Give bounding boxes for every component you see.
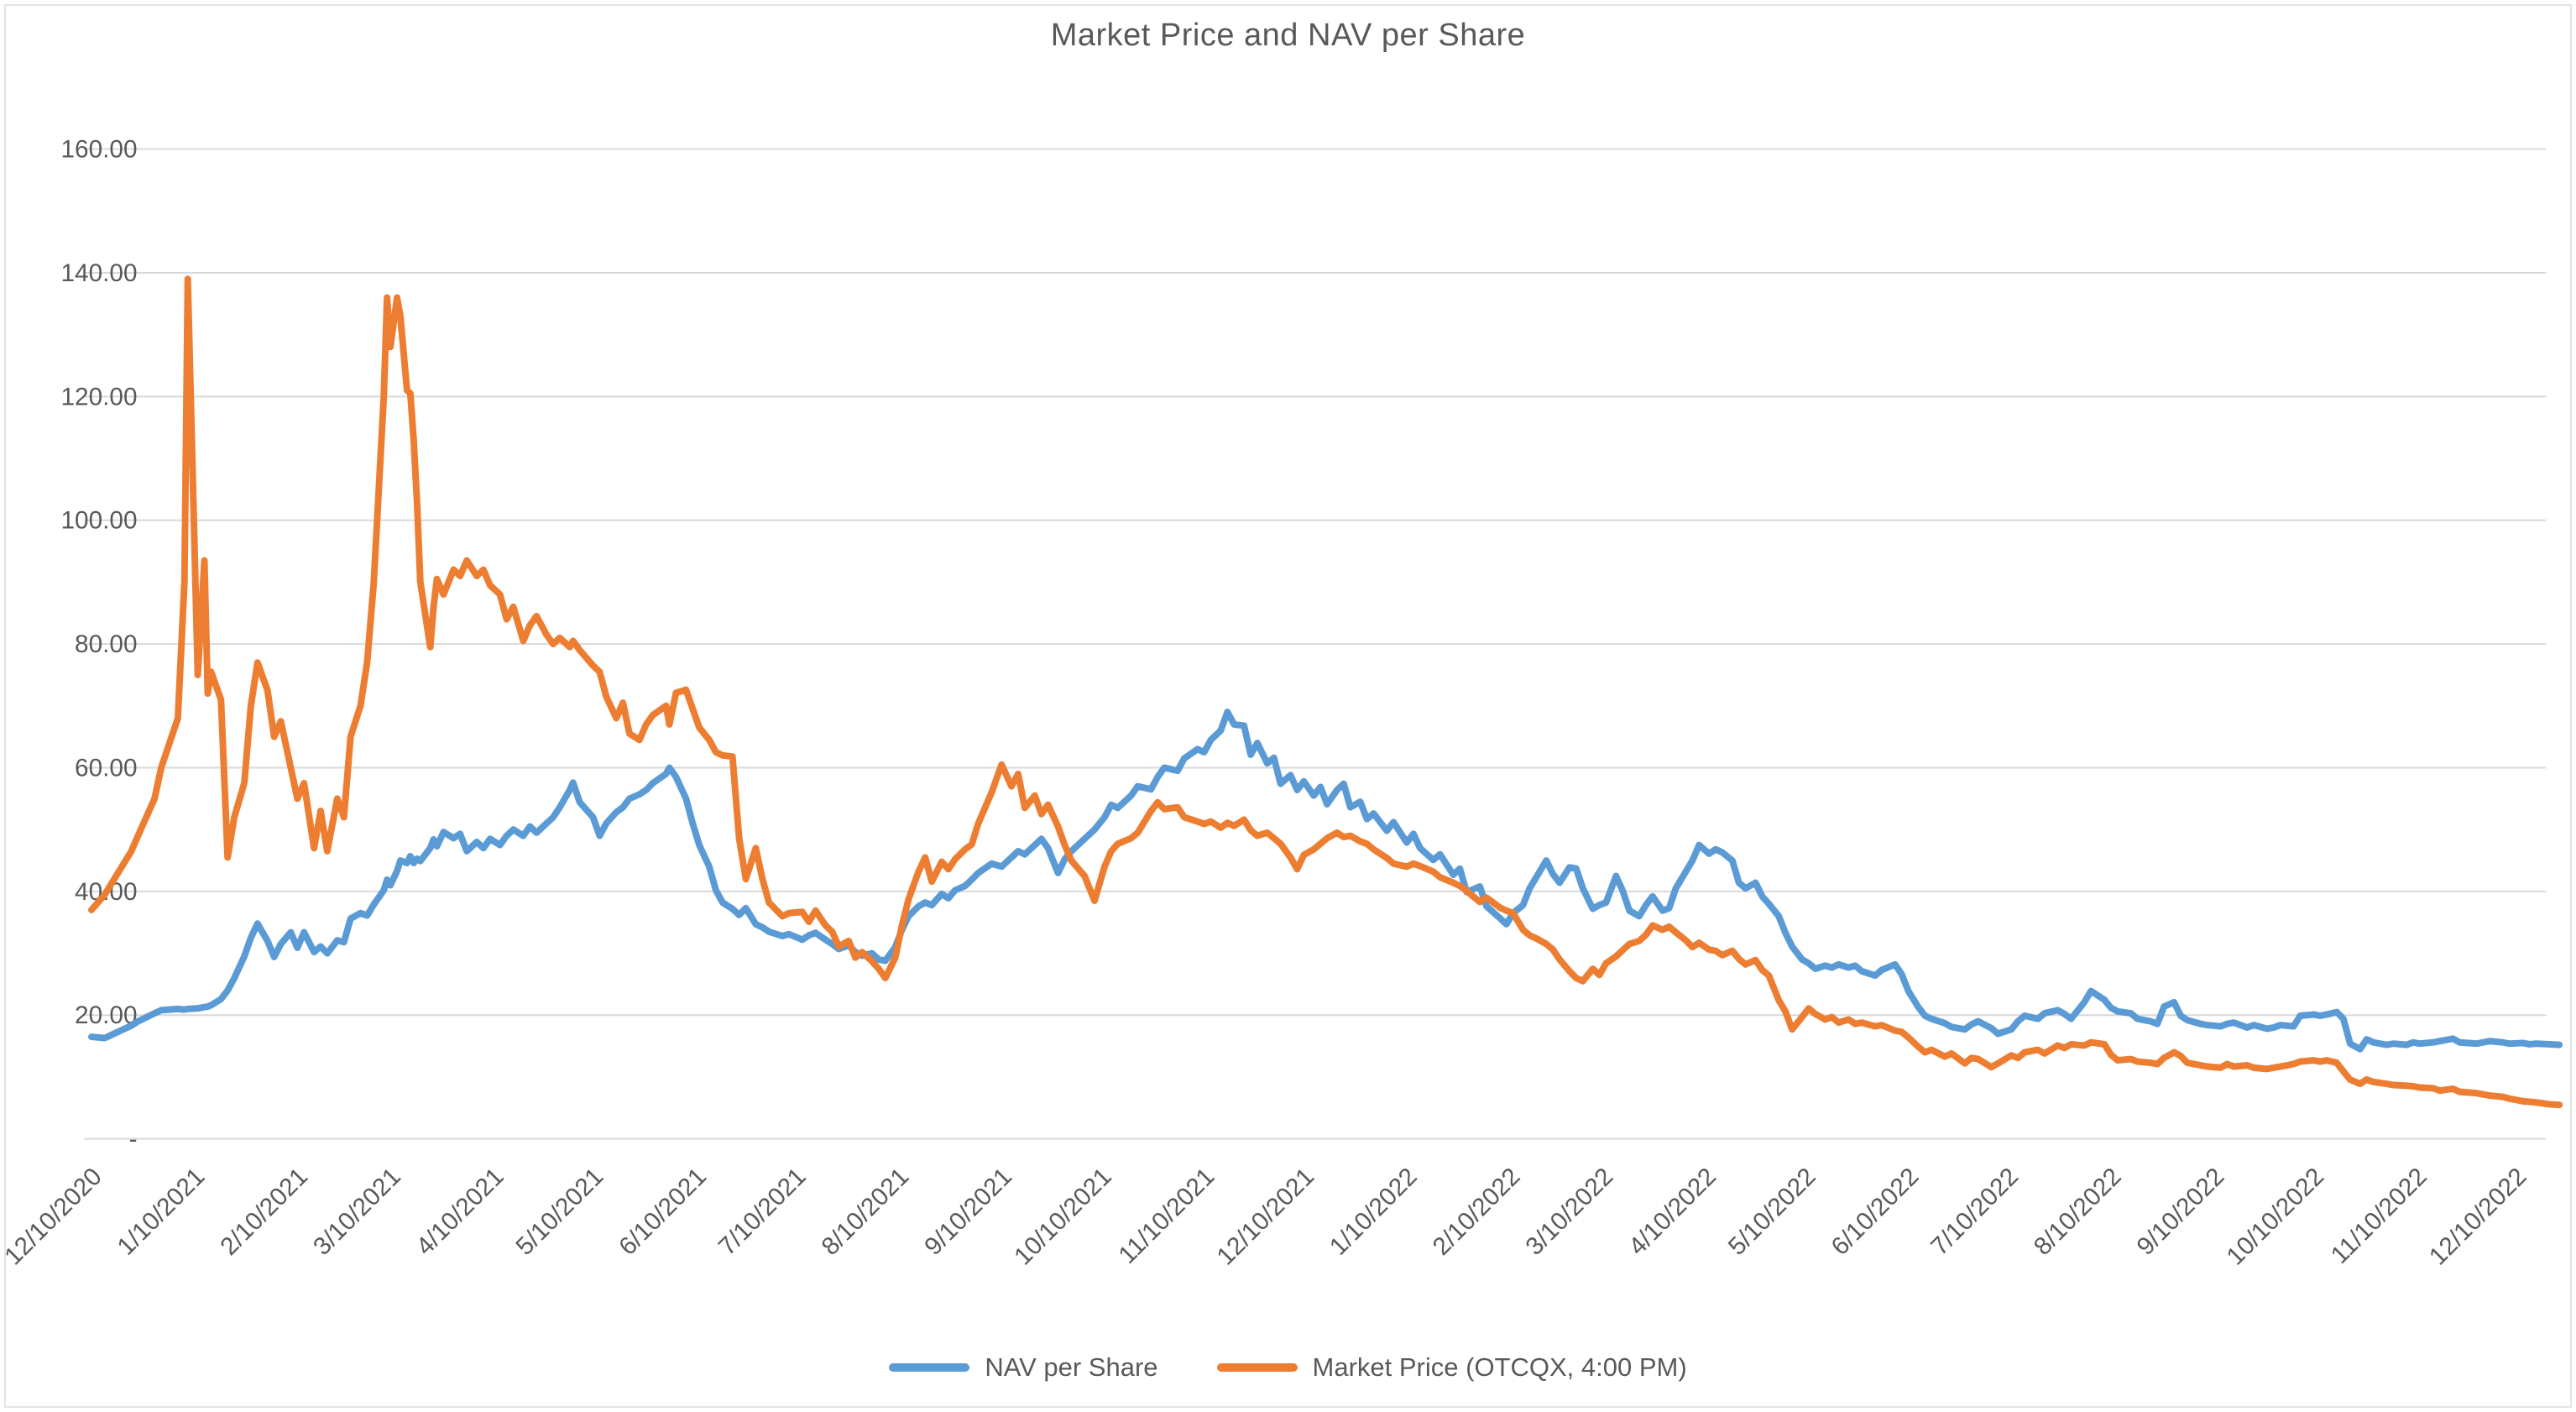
legend-label: Market Price (OTCQX, 4:00 PM) (1312, 1352, 1687, 1382)
chart-plot: 160.00140.00120.00100.0080.0060.0040.002… (6, 135, 2563, 1271)
x-axis-label: 7/10/2021 (713, 1163, 812, 1261)
series-line-market-price-otcqx-4-00-pm (87, 275, 2563, 1109)
y-axis-label: 60.00 (75, 754, 137, 782)
x-axis-label: 8/10/2021 (816, 1163, 914, 1261)
series-line-nav-per-share (87, 709, 2563, 1053)
x-axis-label: 12/10/2020 (6, 1163, 107, 1271)
x-axis-label: 2/10/2021 (215, 1163, 313, 1261)
x-axis-label: 5/10/2022 (1723, 1163, 1821, 1261)
y-axis-label: 100.00 (61, 507, 138, 535)
x-axis-label: 12/10/2021 (1212, 1163, 1320, 1271)
x-axis-label: 8/10/2022 (2029, 1163, 2127, 1261)
x-axis-label: 4/10/2022 (1623, 1163, 1722, 1261)
x-axis-label: 7/10/2022 (1925, 1163, 2024, 1261)
x-axis-label: 12/10/2022 (2424, 1163, 2532, 1271)
x-axis-label: 6/10/2022 (1826, 1163, 1924, 1261)
x-axis-label: 10/10/2022 (2222, 1163, 2330, 1271)
x-axis-label: 1/10/2022 (1325, 1163, 1423, 1261)
x-axis-label: 1/10/2021 (112, 1163, 211, 1261)
y-axis-label: 120.00 (61, 383, 138, 411)
x-axis-label: 5/10/2021 (510, 1163, 609, 1261)
legend-line-swatch (889, 1363, 970, 1372)
y-axis-label: 80.00 (75, 630, 137, 658)
chart-legend: NAV per Share Market Price (OTCQX, 4:00 P… (6, 1352, 2570, 1383)
y-axis-label: 140.00 (61, 259, 138, 287)
x-axis-label: 11/10/2022 (2326, 1163, 2432, 1269)
x-axis-label: 9/10/2021 (919, 1163, 1017, 1261)
legend-label: NAV per Share (985, 1352, 1158, 1382)
x-axis-label: 9/10/2022 (2132, 1163, 2230, 1261)
x-axis-label: 6/10/2021 (614, 1163, 712, 1261)
x-axis-label: 11/10/2021 (1113, 1163, 1220, 1269)
legend-line-swatch (1216, 1363, 1298, 1372)
x-axis-label: 3/10/2021 (308, 1163, 406, 1261)
x-axis-label: 3/10/2022 (1520, 1163, 1618, 1261)
chart-title: Market Price and NAV per Share (1050, 18, 1526, 53)
y-axis-label: - (129, 1126, 138, 1153)
legend-item-market-price-otcqx-4-00-pm: Market Price (OTCQX, 4:00 PM) (1216, 1352, 1687, 1383)
legend-item-nav-per-share: NAV per Share (889, 1352, 1158, 1383)
y-axis-label: 160.00 (61, 135, 138, 163)
x-axis-label: 2/10/2022 (1428, 1163, 1526, 1261)
x-axis-label: 4/10/2021 (411, 1163, 509, 1261)
y-axis-labels: 160.00140.00120.00100.0080.0060.0040.002… (61, 135, 138, 1153)
y-gridlines (84, 148, 2547, 1140)
chart-frame: 160.00 140.00 120.00 100.00 80.00 60.00 40.00 2… (4, 4, 2572, 1408)
x-axis-label: 10/10/2021 (1009, 1163, 1117, 1271)
